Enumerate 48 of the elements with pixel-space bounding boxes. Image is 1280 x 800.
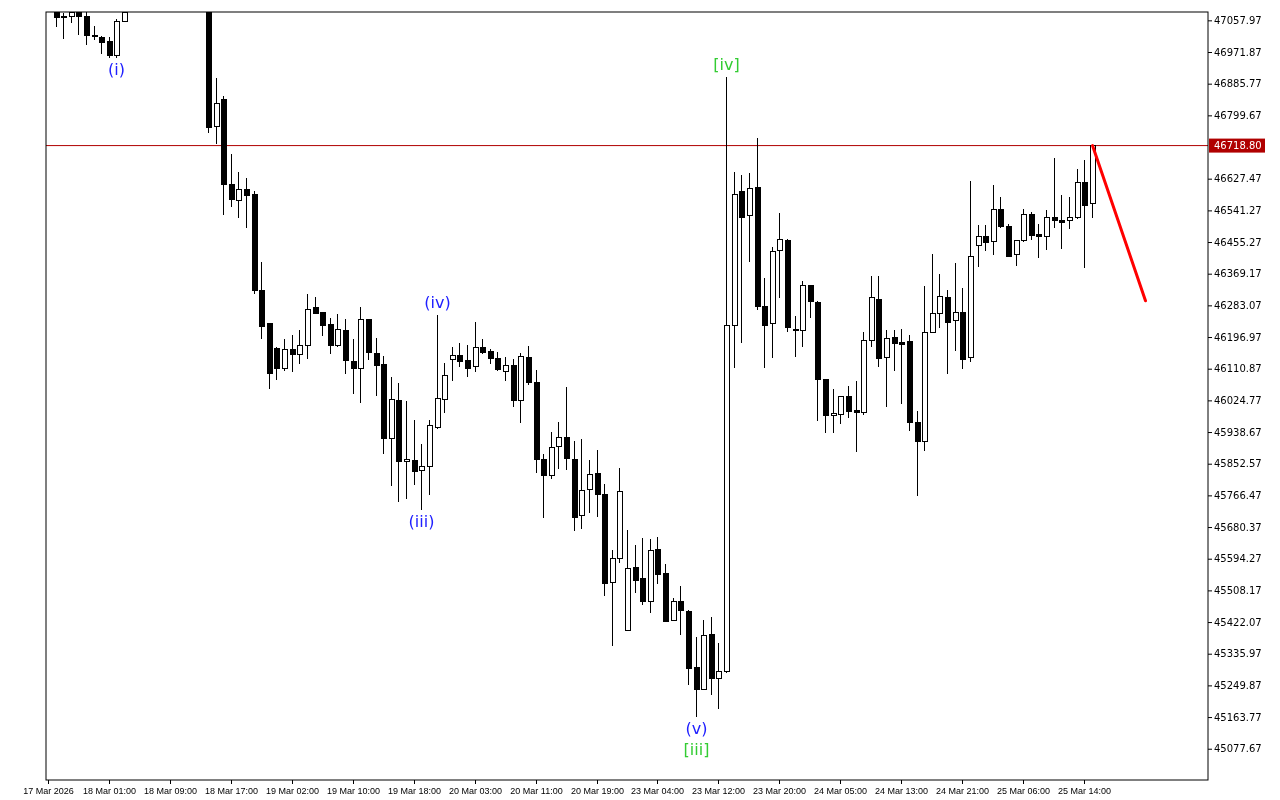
y-tick-label: 46627.47 bbox=[1214, 173, 1262, 185]
x-tick-label: 23 Mar 12:00 bbox=[691, 786, 746, 796]
x-tick-label: 20 Mar 03:00 bbox=[448, 786, 503, 796]
x-tick-label: 24 Mar 13:00 bbox=[874, 786, 929, 796]
x-tick-label: 20 Mar 19:00 bbox=[570, 786, 625, 796]
x-tick-label: 24 Mar 05:00 bbox=[813, 786, 868, 796]
annotation: (iv) bbox=[424, 293, 451, 313]
y-tick-label: 46885.77 bbox=[1214, 78, 1262, 90]
x-tick-label: 19 Mar 02:00 bbox=[265, 786, 320, 796]
annotation: (iii) bbox=[408, 511, 435, 531]
annotation: (v) bbox=[685, 719, 708, 739]
annotation: (i) bbox=[108, 60, 125, 80]
x-tick-label: 18 Mar 09:00 bbox=[143, 786, 198, 796]
y-tick-label: 46110.87 bbox=[1214, 363, 1262, 375]
annotation: [iii] bbox=[683, 740, 710, 760]
y-tick-label: 46799.67 bbox=[1214, 109, 1262, 121]
y-tick-label: 46541.27 bbox=[1214, 204, 1262, 216]
x-tick-label: 23 Mar 20:00 bbox=[752, 786, 807, 796]
y-tick-label: 45680.37 bbox=[1214, 521, 1262, 533]
y-tick-label: 45508.17 bbox=[1214, 584, 1262, 596]
y-tick-label: 45163.77 bbox=[1214, 711, 1262, 723]
y-tick-label: 45422.07 bbox=[1214, 616, 1262, 628]
y-tick-label: 46455.27 bbox=[1214, 236, 1262, 248]
x-tick-label: 20 Mar 11:00 bbox=[510, 786, 563, 796]
y-tick-label: 46283.07 bbox=[1214, 299, 1262, 311]
y-tick-label: 45335.97 bbox=[1214, 648, 1262, 660]
x-tick-label: 19 Mar 10:00 bbox=[326, 786, 381, 796]
x-tick-label: 24 Mar 21:00 bbox=[935, 786, 990, 796]
x-tick-label: 17 Mar 2026 bbox=[23, 786, 74, 796]
x-tick-label: 18 Mar 17:00 bbox=[204, 786, 259, 796]
y-tick-label: 45249.87 bbox=[1214, 679, 1262, 691]
y-tick-label: 46971.87 bbox=[1214, 46, 1262, 58]
annotation: [iv] bbox=[713, 54, 740, 74]
y-tick-label: 47057.97 bbox=[1214, 14, 1262, 26]
x-tick-label: 25 Mar 14:00 bbox=[1057, 786, 1112, 796]
y-tick-label: 45077.67 bbox=[1214, 743, 1262, 755]
y-tick-label: 46196.97 bbox=[1214, 331, 1262, 343]
x-tick-label: 25 Mar 06:00 bbox=[996, 786, 1051, 796]
y-tick-label: 46024.77 bbox=[1214, 394, 1262, 406]
ref-line-label: 46718.80 bbox=[1214, 139, 1262, 151]
x-tick-label: 23 Mar 04:00 bbox=[630, 786, 685, 796]
y-tick-label: 46369.17 bbox=[1214, 268, 1262, 280]
y-tick-label: 45766.47 bbox=[1214, 489, 1262, 501]
y-tick-label: 45938.67 bbox=[1214, 426, 1262, 438]
x-tick-label: 19 Mar 18:00 bbox=[387, 786, 442, 796]
y-tick-label: 45594.27 bbox=[1214, 553, 1262, 565]
y-tick-label: 45852.57 bbox=[1214, 458, 1262, 470]
x-tick-label: 18 Mar 01:00 bbox=[82, 786, 137, 796]
